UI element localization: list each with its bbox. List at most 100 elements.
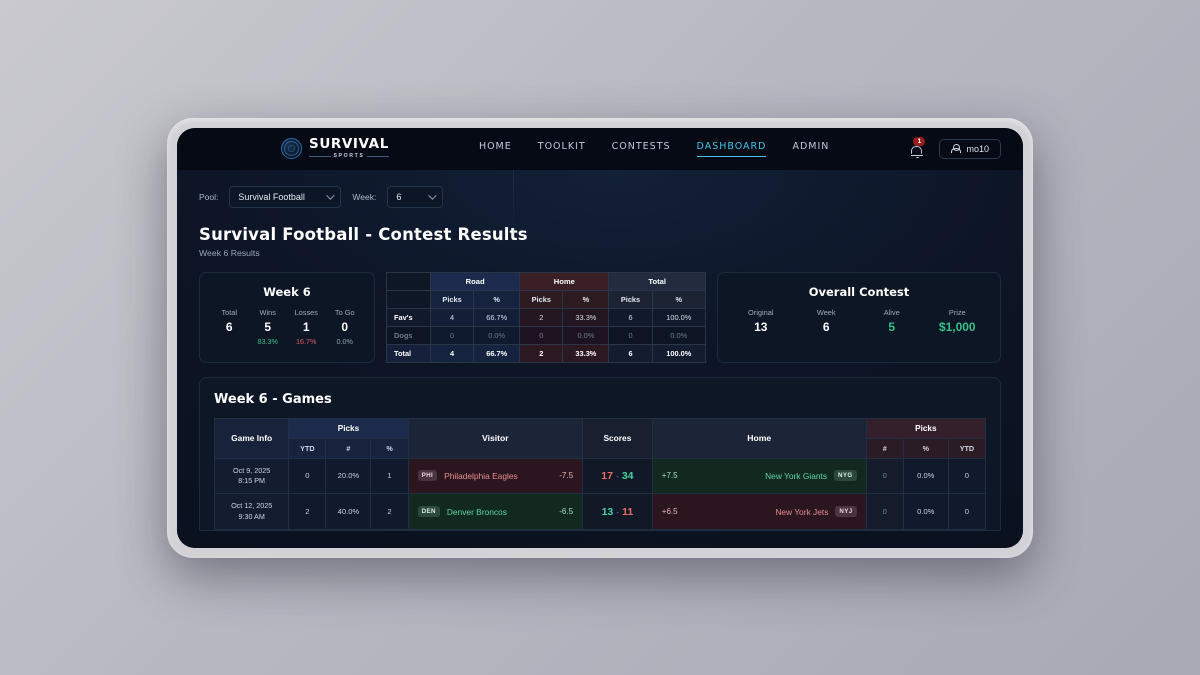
nav-item-admin[interactable]: ADMIN	[792, 141, 830, 152]
score-away: 13	[601, 505, 614, 518]
stat-wins-value: 5	[264, 319, 272, 334]
home-team-name: New York Giants	[765, 470, 828, 481]
stat-total-label: Total	[221, 307, 238, 317]
matrix-cell: 0	[608, 325, 653, 345]
nav-item-home[interactable]: HOME	[478, 141, 512, 152]
week-label: Week:	[352, 191, 377, 202]
game-datetime: Oct 9, 2025 8:15 PM	[213, 457, 290, 495]
stat-prize-value: $1,000	[938, 319, 976, 334]
stat-original-value: 13	[754, 319, 768, 334]
stat-week: Week 6	[794, 308, 860, 334]
week-select[interactable]: 6	[387, 185, 444, 208]
page-subtitle: Week 6 Results	[199, 247, 260, 258]
left-pct: 2	[370, 493, 409, 531]
col-right-num: #	[865, 437, 904, 459]
matrix-group-home: Home	[519, 271, 610, 291]
matrix-cell: 0.0%	[562, 325, 610, 345]
nav-item-contests[interactable]: CONTESTS	[611, 141, 671, 152]
stat-togo-pct: 0.0%	[336, 336, 353, 346]
stat-losses: Losses 1 16.7%	[287, 308, 326, 346]
stat-wins-pct: 83.3%	[257, 336, 278, 346]
matrix-cell: 6	[608, 343, 653, 363]
brand-logo[interactable]: SURVIVAL SPORTS	[281, 138, 389, 159]
visitor-team-name: Philadelphia Eagles	[444, 470, 518, 481]
visitor-team-chip: PHI	[417, 470, 438, 482]
stat-wins: Wins 5 83.3%	[249, 308, 288, 346]
stat-losses-label: Losses	[294, 307, 318, 317]
home-cell[interactable]: +6.5 New York Jets NYJ	[651, 493, 867, 531]
left-ytd: 2	[288, 493, 327, 531]
matrix-row-total: Total 4 66.7% 2 33.3% 6 100.0%	[386, 343, 707, 363]
stat-togo: To Go 0 0.0%	[326, 308, 365, 346]
matrix-cell: 33.3%	[562, 343, 610, 363]
right-ytd: 0	[947, 493, 987, 531]
games-header-row-2: YTD # % # % YTD	[215, 437, 987, 459]
matrix-sub-corner	[386, 289, 431, 309]
app-screen: SURVIVAL SPORTS HOME TOOLKIT CONTESTS DA…	[177, 127, 1023, 548]
brand-dash-left	[309, 155, 331, 157]
score-cell: 13-11	[582, 493, 653, 531]
score-cell: 17-34	[582, 457, 653, 495]
matrix-row-label: Total	[386, 343, 431, 363]
home-team-chip: NYJ	[835, 506, 857, 518]
week-summary-card: Week 6 Total 6 Wins 5 83.3%	[199, 271, 375, 363]
summary-cards: Week 6 Total 6 Wins 5 83.3%	[199, 271, 1001, 363]
matrix-cell: 0.0%	[473, 325, 521, 345]
visitor-team-chip: DEN	[417, 506, 440, 518]
matrix-cell: 0	[519, 325, 564, 345]
matrix-cell: 2	[519, 343, 564, 363]
globe-web-icon	[281, 138, 302, 159]
game-datetime: Oct 12, 2025 9:30 AM	[213, 493, 290, 531]
week-card-title: Week 6	[263, 284, 311, 299]
home-spread: +6.5	[661, 507, 678, 517]
stat-losses-value: 1	[302, 319, 310, 334]
stat-togo-value: 0	[341, 319, 349, 334]
col-left-ytd: YTD	[288, 437, 327, 459]
picks-matrix-card: Road Home Total Picks % Picks % Picks %	[386, 271, 707, 363]
nav-item-toolkit[interactable]: TOOLKIT	[537, 141, 586, 152]
overall-stats-row: Original 13 Week 6 Alive 5 Prize	[728, 308, 990, 334]
matrix-group-header-row: Road Home Total	[386, 271, 706, 291]
games-panel: Week 6 - Games Game Info Picks Visitor S…	[199, 376, 1001, 532]
pool-label: Pool:	[199, 191, 219, 202]
week-stats-row: Total 6 Wins 5 83.3% Losses 1 16.7%	[210, 308, 364, 346]
col-right-pct: %	[902, 437, 949, 459]
nav-item-dashboard[interactable]: DASHBOARD	[696, 141, 767, 157]
matrix-cell: 4	[429, 343, 475, 363]
stat-total-value: 6	[225, 319, 233, 334]
overall-contest-card: Overall Contest Original 13 Week 6 Alive	[717, 271, 1001, 363]
col-picks-right: Picks	[865, 417, 987, 439]
col-visitor: Visitor	[407, 417, 584, 459]
pool-select-value: Survival Football	[238, 191, 305, 202]
matrix-corner-cell	[386, 271, 431, 291]
right-num: 0	[865, 493, 904, 531]
pool-select[interactable]: Survival Football	[229, 185, 342, 208]
col-game-info: Game Info	[213, 417, 290, 459]
matrix-sub-total-picks: Picks	[608, 289, 653, 309]
matrix-row-label: Dogs	[386, 325, 431, 345]
right-pct: 0.0%	[902, 457, 949, 495]
left-num: 20.0%	[325, 457, 372, 495]
left-pct: 1	[370, 457, 409, 495]
notifications-button[interactable]: 1	[909, 136, 926, 159]
stat-prize-label: Prize	[948, 307, 966, 317]
table-row[interactable]: Oct 12, 2025 9:30 AM 2 40.0% 2 DEN Denve…	[213, 493, 987, 531]
home-cell[interactable]: +7.5 New York Giants NYG	[651, 457, 867, 495]
stat-alive-value: 5	[888, 319, 896, 334]
visitor-cell[interactable]: DEN Denver Broncos -6.5	[407, 493, 584, 531]
visitor-cell[interactable]: PHI Philadelphia Eagles -7.5	[407, 457, 584, 495]
user-menu-button[interactable]: mo10	[939, 138, 1001, 159]
device-frame: SURVIVAL SPORTS HOME TOOLKIT CONTESTS DA…	[167, 117, 1033, 558]
right-pct: 0.0%	[902, 493, 949, 531]
col-right-ytd: YTD	[947, 437, 987, 459]
matrix-row-dogs: Dogs 0 0.0% 0 0.0% 0 0.0%	[386, 325, 707, 345]
matrix-sub-total-pct: %	[651, 289, 707, 309]
page-title: Survival Football - Contest Results	[199, 224, 528, 244]
col-picks-left: Picks	[288, 417, 409, 439]
col-scores: Scores	[582, 417, 653, 459]
picks-matrix-table: Road Home Total Picks % Picks % Picks %	[386, 271, 707, 363]
week-select-value: 6	[396, 191, 402, 202]
table-row[interactable]: Oct 9, 2025 8:15 PM 0 20.0% 1 PHI Philad…	[213, 457, 987, 495]
matrix-cell: 0.0%	[651, 325, 707, 345]
score-home: 34	[621, 469, 634, 482]
